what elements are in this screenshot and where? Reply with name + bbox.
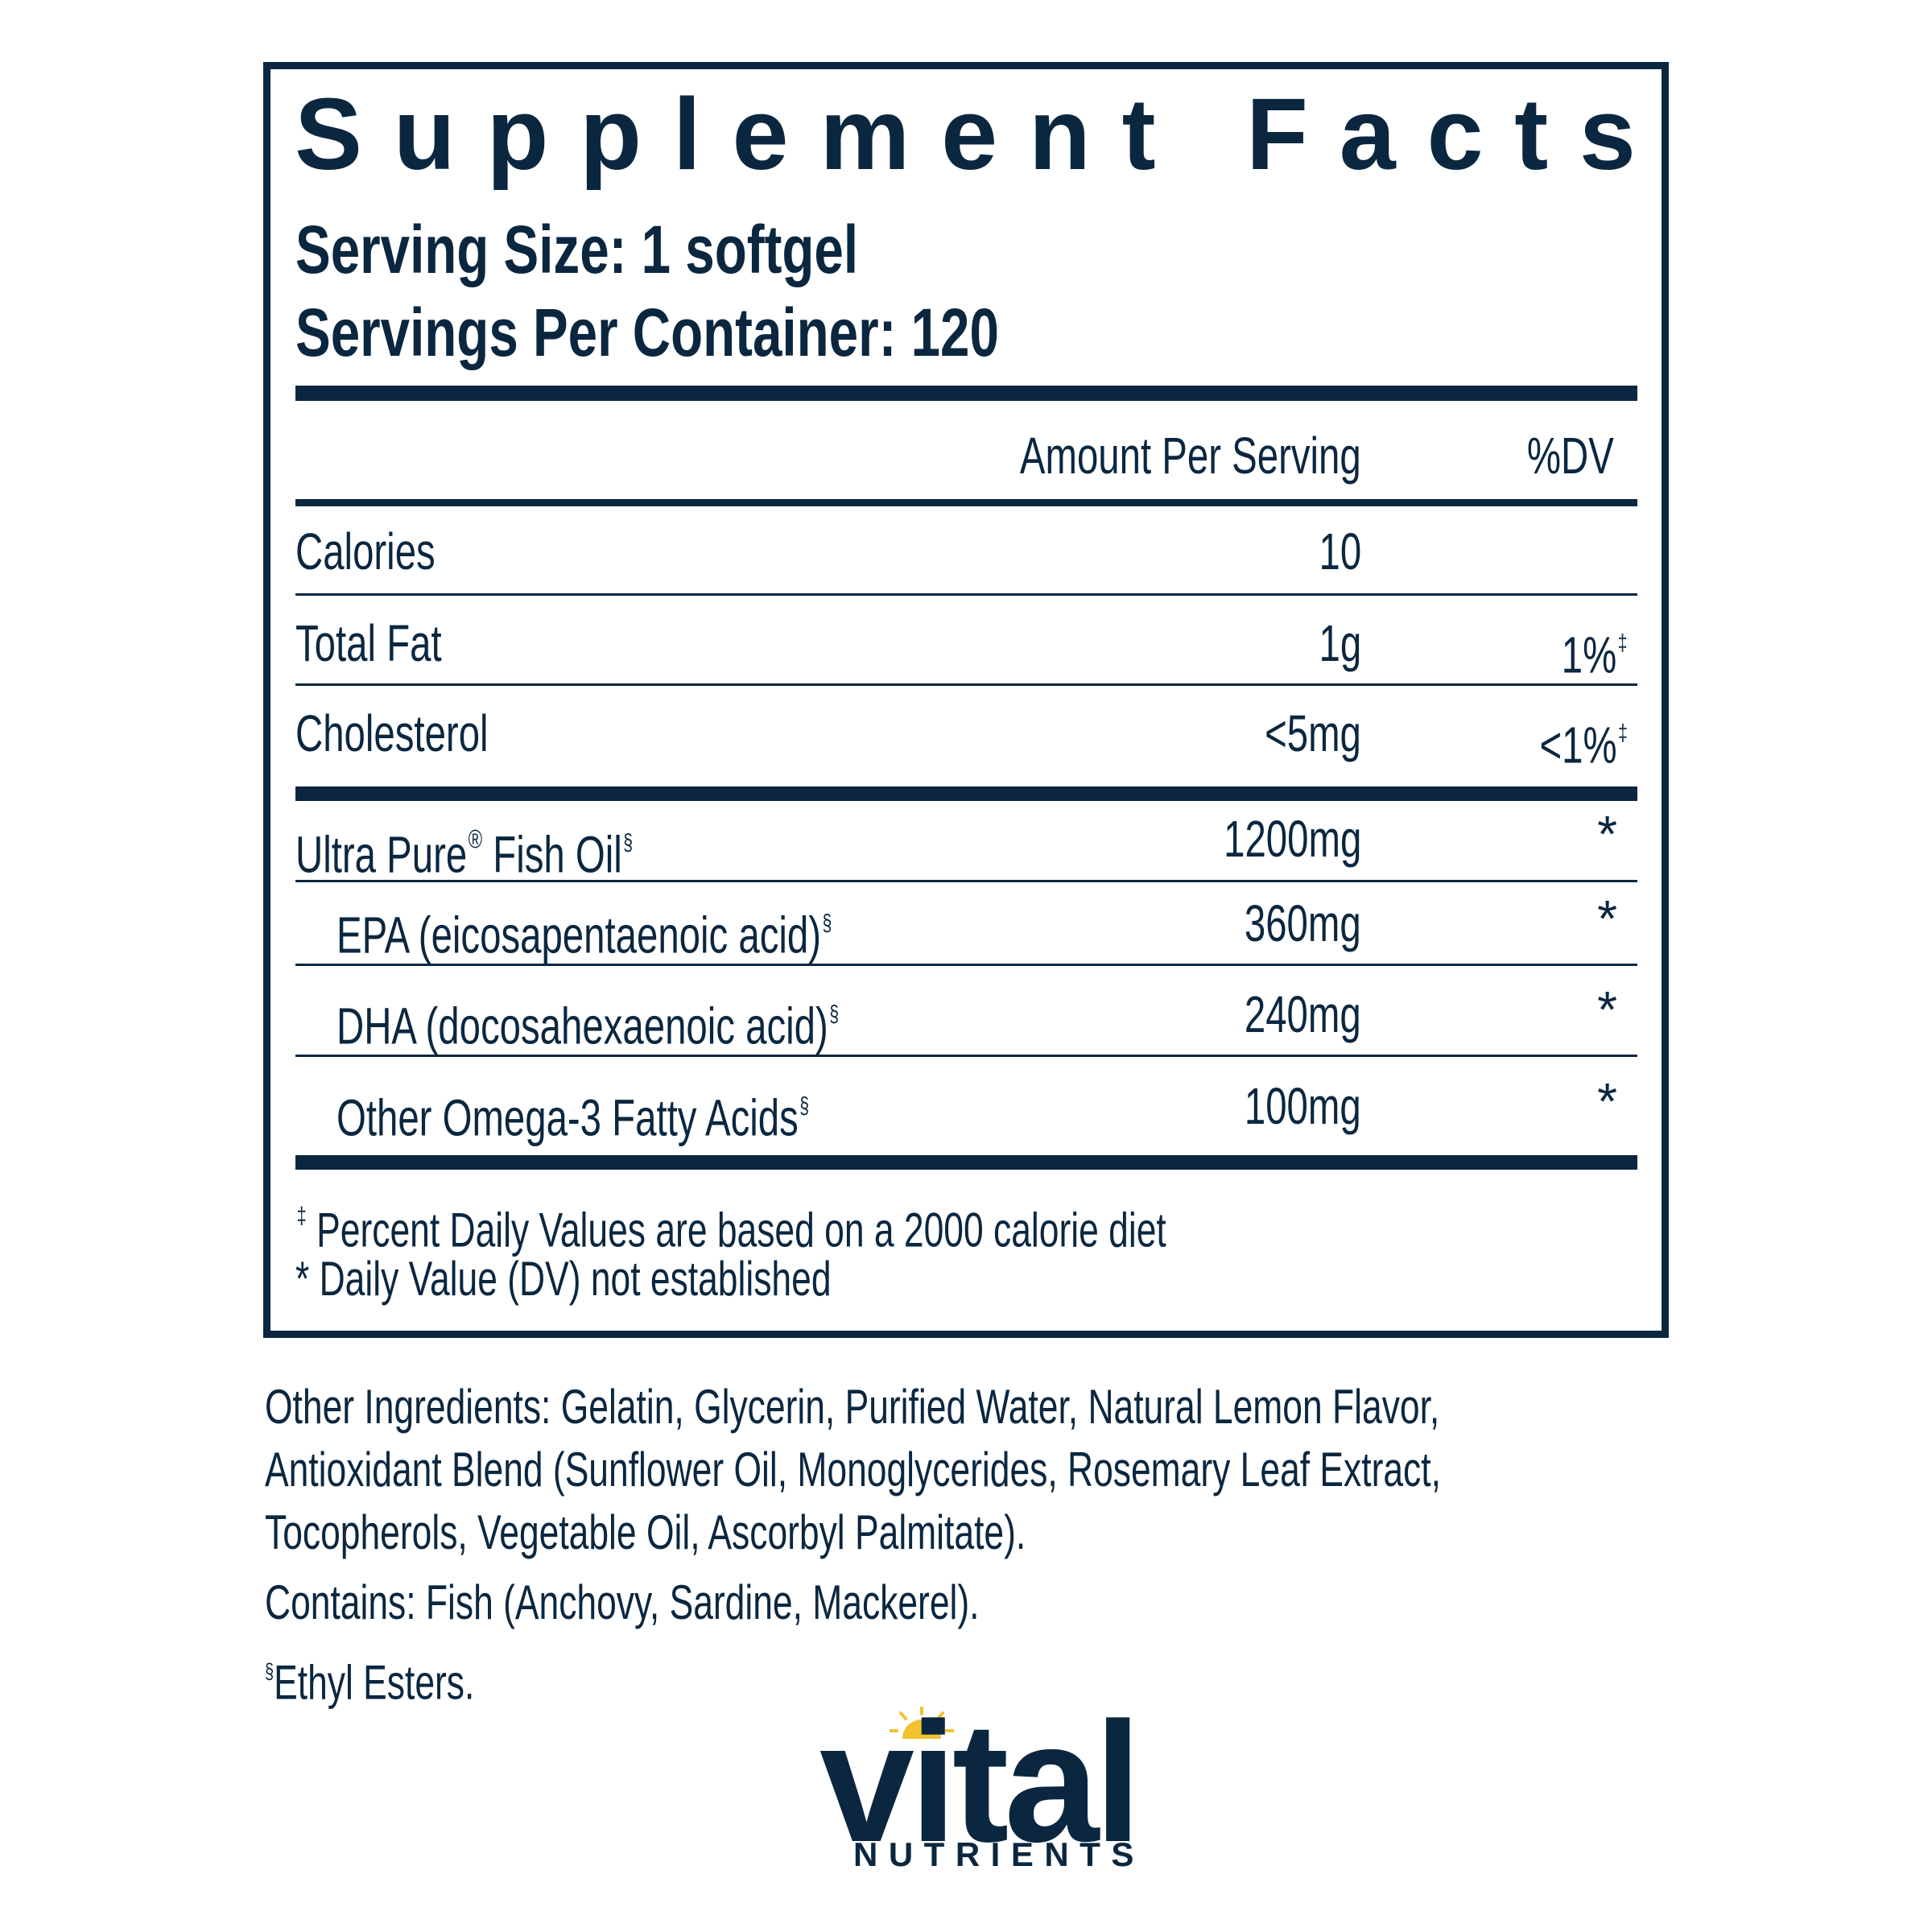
thick-divider — [295, 1155, 1637, 1170]
nutrient-name: Cholesterol — [295, 704, 489, 762]
serving-size: Serving Size: 1 softgel — [295, 212, 859, 287]
brand-logo: vital NUTRIENTS — [813, 1690, 1141, 1876]
ingredient-amount: 1200mg — [1223, 810, 1361, 868]
brand-subtitle: NUTRIENTS — [853, 1835, 1145, 1873]
brand-name: vital — [819, 1686, 1141, 1877]
ingredient-amount: 360mg — [1245, 894, 1361, 952]
ingredient-name: EPA (eicosapentaenoic acid)§ — [336, 906, 832, 964]
nutrient-dv — [1626, 526, 1628, 588]
thin-divider — [295, 593, 1637, 596]
thick-divider — [295, 786, 1637, 801]
ingredient-dv: * — [1597, 805, 1617, 863]
thin-divider — [295, 1055, 1637, 1057]
nutrient-dv: <1%‡ — [1539, 716, 1628, 774]
thin-divider — [295, 964, 1637, 966]
sun-half-disc — [902, 1719, 941, 1739]
medium-divider — [295, 499, 1637, 506]
ingredient-amount: 100mg — [1245, 1077, 1361, 1135]
thin-divider — [295, 683, 1637, 686]
dv-header: %DV — [1527, 427, 1614, 485]
ingredient-dv: * — [1597, 980, 1617, 1038]
other-ingredients-line-2: Antioxidant Blend (Sunflower Oil, Monogl… — [265, 1443, 1441, 1496]
nutrient-name: Calories — [295, 522, 436, 580]
ingredient-dv: * — [1597, 890, 1617, 947]
supplement-facts-panel — [263, 62, 1669, 1338]
ingredient-name: Ultra Pure® Fish Oil§ — [295, 824, 634, 884]
ingredient-name: DHA (docosahexaenoic acid)§ — [336, 997, 840, 1055]
ethyl-esters-note: §Ethyl Esters. — [265, 1655, 475, 1710]
servings-per-container: Servings Per Container: 120 — [295, 295, 999, 370]
other-ingredients-line-3: Tocopherols, Vegetable Oil, Ascorbyl Pal… — [265, 1505, 1026, 1559]
other-ingredients-line-1: Other Ingredients: Gelatin, Glycerin, Pu… — [265, 1380, 1440, 1434]
nutrient-amount: 1g — [1319, 614, 1361, 672]
ingredient-dv: * — [1597, 1072, 1617, 1130]
nutrient-dv: 1%‡ — [1562, 625, 1628, 684]
nutrient-name: Total Fat — [295, 614, 442, 672]
thin-divider — [295, 880, 1637, 882]
footnote-dv-not-established: * Daily Value (DV) not established — [295, 1252, 832, 1306]
ingredient-amount: 240mg — [1245, 985, 1361, 1043]
nutrient-amount: <5mg — [1265, 704, 1361, 762]
footnote-dv-basis: ‡ Percent Daily Values are based on a 20… — [296, 1203, 1166, 1257]
panel-title-text: Supplement Facts — [295, 77, 1667, 191]
panel-title: Supplement Facts — [295, 84, 1655, 185]
thick-divider — [295, 386, 1637, 401]
ingredient-name: Other Omega-3 Fatty Acids§ — [336, 1088, 810, 1147]
nutrient-amount: 10 — [1319, 522, 1361, 580]
amount-per-serving-header: Amount Per Serving — [1020, 427, 1361, 485]
allergen-statement: Contains: Fish (Anchovy, Sardine, Macker… — [265, 1575, 980, 1629]
sun-icon — [890, 1707, 954, 1739]
